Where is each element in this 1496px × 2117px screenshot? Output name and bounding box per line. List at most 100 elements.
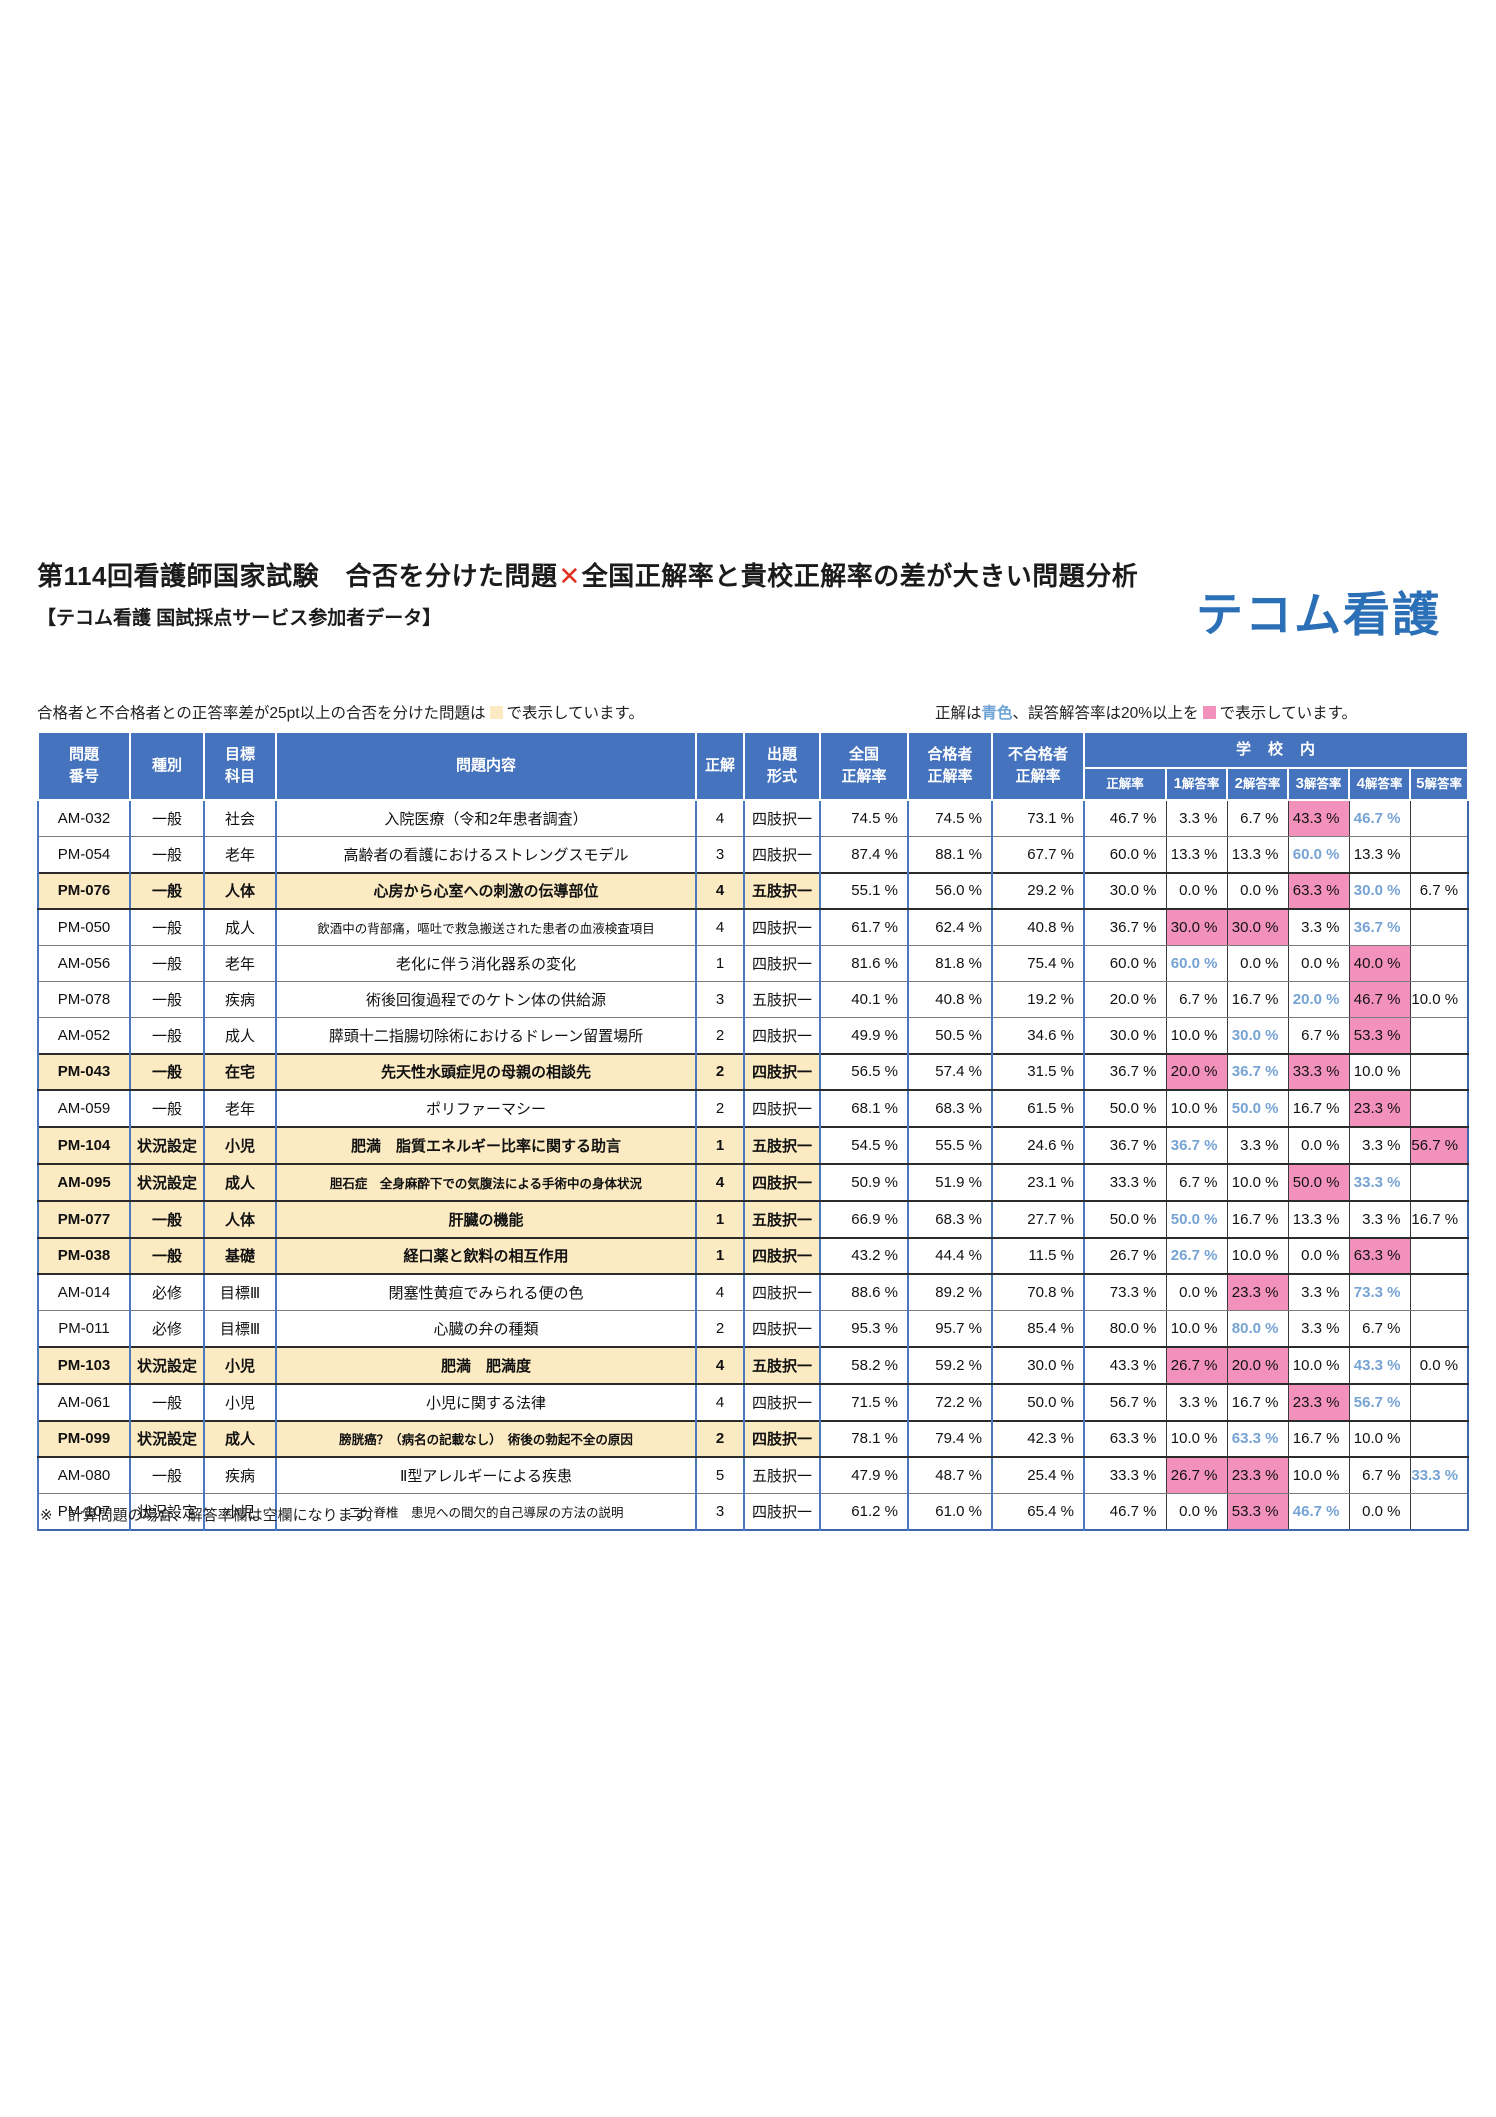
answer-cell: 4 <box>695 799 745 837</box>
passers-rate-cell: 56.0 % <box>907 871 993 911</box>
category-cell: 必修 <box>129 1310 205 1348</box>
answer-cell: 4 <box>695 871 745 911</box>
school-rate-cell: 56.7 % <box>1083 1383 1167 1422</box>
content-cell: 肥満 脂質エネルギー比率に関する助言 <box>275 1126 697 1165</box>
category-cell: 一般 <box>129 835 205 874</box>
choice-5-rate-cell <box>1409 1273 1469 1312</box>
col-group-school: 学 校 内 <box>1082 731 1470 769</box>
choice-4-rate-cell: 6.7 % <box>1348 1456 1411 1495</box>
table-body: AM-032 一般 社会 入院医療（令和2年患者調査） 4 四肢択一 74.5 % 74.5 … <box>37 799 1469 1531</box>
choice-5-rate-cell <box>1409 1016 1469 1055</box>
format-cell: 四肢択一 <box>743 1016 821 1055</box>
passers-rate-cell: 72.2 % <box>907 1383 993 1422</box>
choice-4-rate-cell: 33.3 % <box>1348 1162 1411 1202</box>
question-id-cell: PM-050 <box>37 908 131 947</box>
content-cell: ポリファーマシー <box>275 1089 697 1128</box>
question-id-cell: AM-014 <box>37 1273 131 1312</box>
choice-1-rate-cell: 30.0 % <box>1165 908 1228 947</box>
failers-rate-cell: 75.4 % <box>991 945 1085 982</box>
choice-2-rate-cell: 20.0 % <box>1226 1345 1289 1385</box>
content-cell: 老化に伴う消化器系の変化 <box>275 945 697 982</box>
choice-1-rate-cell: 0.0 % <box>1165 1493 1228 1531</box>
choice-1-rate-cell: 50.0 % <box>1165 1199 1228 1239</box>
failers-rate-cell: 19.2 % <box>991 980 1085 1018</box>
failers-rate-cell: 31.5 % <box>991 1052 1085 1092</box>
choice-2-rate-cell: 10.0 % <box>1226 1236 1289 1276</box>
analysis-table: 問題 番号 種別 目標 科目 問題内容 正解 出題 形式 全国 正解率 合格者 … <box>37 731 1470 1531</box>
category-cell: 一般 <box>129 1456 205 1495</box>
content-cell: 心臓の弁の種類 <box>275 1310 697 1348</box>
failers-rate-cell: 29.2 % <box>991 871 1085 911</box>
category-cell: 状況設定 <box>129 1493 205 1531</box>
format-cell: 四肢択一 <box>743 1493 821 1531</box>
category-cell: 一般 <box>129 1089 205 1128</box>
choice-3-rate-cell: 0.0 % <box>1287 1236 1350 1276</box>
format-cell: 四肢択一 <box>743 1273 821 1312</box>
choice-3-rate-cell: 13.3 % <box>1287 1199 1350 1239</box>
choice-4-rate-cell: 10.0 % <box>1348 1419 1411 1459</box>
format-cell: 四肢択一 <box>743 1419 821 1459</box>
school-rate-cell: 50.0 % <box>1083 1199 1167 1239</box>
title-text-left: 第114回看護師国家試験 合否を分けた問題 <box>37 561 558 591</box>
choice-5-rate-cell <box>1409 835 1469 874</box>
table-row: PM-078 一般 疾病 術後回復過程でのケトン体の供給源 3 五肢択一 40.1 % 40.… <box>37 980 1469 1018</box>
choice-4-rate-cell: 30.0 % <box>1348 871 1411 911</box>
tecom-kango-logo: テコム看護 <box>1196 588 1441 641</box>
question-id-cell: AM-052 <box>37 1016 131 1055</box>
subject-cell: 基礎 <box>203 1236 277 1276</box>
question-id-cell: PM-078 <box>37 980 131 1018</box>
national-rate-cell: 95.3 % <box>819 1310 909 1348</box>
table-header: 問題 番号 種別 目標 科目 問題内容 正解 出題 形式 全国 正解率 合格者 … <box>37 731 1470 801</box>
choice-2-rate-cell: 0.0 % <box>1226 945 1289 982</box>
choice-1-rate-cell: 10.0 % <box>1165 1089 1228 1128</box>
legend-split-questions: 合格者と不合格者との正答率差が25pt以上の合否を分けた問題は で表示しています。 <box>37 701 644 723</box>
choice-3-rate-cell: 10.0 % <box>1287 1345 1350 1385</box>
choice-2-rate-cell: 30.0 % <box>1226 908 1289 947</box>
choice-5-rate-cell: 10.0 % <box>1409 980 1469 1018</box>
table-row: AM-095 状況設定 成人 胆石症 全身麻酔下での気腹法による手術中の身体状況 4 四肢… <box>37 1162 1469 1202</box>
national-rate-cell: 58.2 % <box>819 1345 909 1385</box>
national-rate-cell: 55.1 % <box>819 871 909 911</box>
failers-rate-cell: 11.5 % <box>991 1236 1085 1276</box>
school-rate-cell: 43.3 % <box>1083 1345 1167 1385</box>
choice-2-rate-cell: 10.0 % <box>1226 1162 1289 1202</box>
answer-cell: 3 <box>695 835 745 874</box>
question-id-cell: PM-103 <box>37 1345 131 1385</box>
subject-cell: 疾病 <box>203 1456 277 1495</box>
choice-5-rate-cell: 6.7 % <box>1409 871 1469 911</box>
subject-cell: 小児 <box>203 1493 277 1531</box>
question-id-cell: PM-104 <box>37 1126 131 1165</box>
school-rate-cell: 33.3 % <box>1083 1162 1167 1202</box>
content-cell: 閉塞性黄疸でみられる便の色 <box>275 1273 697 1312</box>
failers-rate-cell: 30.0 % <box>991 1345 1085 1385</box>
content-cell: Ⅱ型アレルギーによる疾患 <box>275 1456 697 1495</box>
failers-rate-cell: 73.1 % <box>991 799 1085 837</box>
choice-3-rate-cell: 0.0 % <box>1287 945 1350 982</box>
choice-1-rate-cell: 13.3 % <box>1165 835 1228 874</box>
question-id-cell: PM-076 <box>37 871 131 911</box>
question-id-cell: PM-054 <box>37 835 131 874</box>
choice-1-rate-cell: 0.0 % <box>1165 1273 1228 1312</box>
choice-5-rate-cell <box>1409 1310 1469 1348</box>
format-cell: 五肢択一 <box>743 1199 821 1239</box>
format-cell: 四肢択一 <box>743 1310 821 1348</box>
table-row: AM-052 一般 成人 膵頭十二指腸切除術におけるドレーン留置場所 2 四肢択一 49.9… <box>37 1016 1469 1055</box>
pink-swatch-icon <box>1202 706 1216 719</box>
answer-cell: 2 <box>695 1310 745 1348</box>
national-rate-cell: 49.9 % <box>819 1016 909 1055</box>
content-cell: 二分脊椎 患児への間欠的自己導尿の方法の説明 <box>275 1493 697 1531</box>
answer-cell: 2 <box>695 1419 745 1459</box>
question-id-cell: PM-077 <box>37 1199 131 1239</box>
choice-4-rate-cell: 73.3 % <box>1348 1273 1411 1312</box>
choice-4-rate-cell: 13.3 % <box>1348 835 1411 874</box>
format-cell: 四肢択一 <box>743 835 821 874</box>
subject-cell: 小児 <box>203 1345 277 1385</box>
choice-1-rate-cell: 60.0 % <box>1165 945 1228 982</box>
school-rate-cell: 60.0 % <box>1083 945 1167 982</box>
school-rate-cell: 63.3 % <box>1083 1419 1167 1459</box>
answer-cell: 1 <box>695 1199 745 1239</box>
passers-rate-cell: 51.9 % <box>907 1162 993 1202</box>
answer-cell: 2 <box>695 1089 745 1128</box>
passers-rate-cell: 50.5 % <box>907 1016 993 1055</box>
failers-rate-cell: 24.6 % <box>991 1126 1085 1165</box>
